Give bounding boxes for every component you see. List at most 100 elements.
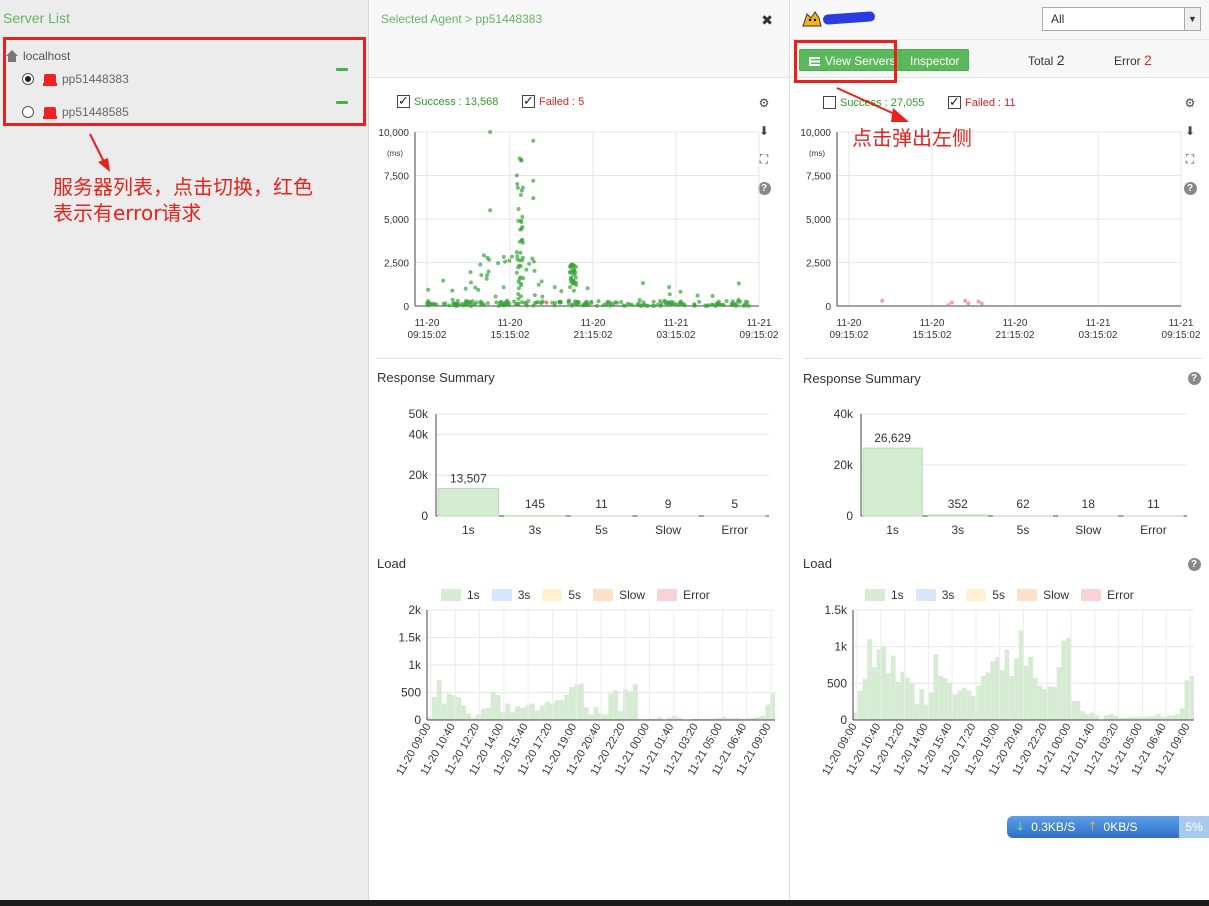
legend-item[interactable]: 5s — [966, 588, 1005, 602]
data-point — [434, 302, 439, 307]
data-point — [464, 303, 469, 308]
download-icon[interactable]: ⬇ — [758, 124, 770, 138]
upload-speed: 0KB/S — [1103, 820, 1138, 834]
close-icon[interactable]: ✖ — [761, 12, 773, 28]
legend-item[interactable]: Slow — [593, 588, 645, 602]
x-tick-label: 1s — [886, 523, 899, 537]
gear-icon[interactable]: ⚙ — [758, 96, 770, 110]
failed-filter[interactable]: Failed : 11 — [948, 94, 1016, 110]
load-bar — [900, 671, 906, 720]
help-icon[interactable]: ? — [1183, 180, 1197, 195]
error-stat: Error 2 — [1114, 52, 1152, 68]
load-bar — [711, 718, 717, 720]
legend-item[interactable]: Error — [1081, 588, 1134, 602]
y-tick-label: 2k — [408, 603, 422, 617]
legend-item[interactable]: Slow — [1017, 588, 1069, 602]
legend-item[interactable]: 1s — [865, 588, 904, 602]
divider — [803, 358, 1203, 359]
load-bar — [1137, 717, 1142, 720]
data-point — [630, 302, 635, 307]
failed-count: Failed : 5 — [539, 95, 585, 108]
data-point — [567, 270, 572, 275]
legend-item[interactable]: 3s — [491, 588, 530, 602]
data-point — [517, 277, 522, 282]
help-icon[interactable]: ? — [1187, 556, 1201, 571]
help-icon[interactable]: ? — [757, 180, 771, 195]
data-point — [639, 303, 644, 308]
legend-item[interactable]: 1s — [441, 588, 480, 602]
server-radio-2[interactable] — [22, 106, 34, 118]
legend-item[interactable]: 5s — [542, 588, 581, 602]
download-icon[interactable]: ⬇ — [1184, 124, 1196, 138]
data-point — [736, 281, 741, 286]
data-point — [426, 287, 431, 292]
legend-item[interactable]: 3s — [915, 588, 954, 602]
view-servers-button[interactable]: View Servers — [799, 49, 906, 71]
load-bar — [652, 718, 658, 720]
load-bar — [750, 717, 756, 720]
failed-count: Failed : 11 — [965, 96, 1016, 109]
load-bar — [876, 649, 882, 720]
success-checkbox[interactable] — [823, 96, 836, 109]
data-point — [574, 264, 579, 269]
cpu-percent: 5% — [1179, 816, 1209, 838]
y-tick-label: 0 — [846, 509, 853, 523]
data-point — [518, 281, 523, 286]
inspector-button[interactable]: Inspector — [900, 49, 970, 71]
data-point — [536, 282, 541, 287]
load-bar — [701, 718, 707, 720]
success-checkbox[interactable] — [397, 93, 410, 109]
legend-swatch — [542, 589, 563, 601]
y-tick-label: 0 — [421, 509, 428, 523]
load-title: Load — [377, 556, 406, 571]
data-point — [695, 293, 700, 298]
data-point — [485, 255, 490, 260]
load-bar — [1132, 717, 1138, 720]
data-point — [486, 269, 491, 274]
load-bar — [627, 691, 633, 720]
data-point — [738, 299, 743, 304]
load-bar — [1085, 714, 1090, 720]
failed-checkbox[interactable] — [948, 94, 961, 110]
load-bar — [613, 690, 619, 720]
data-point — [519, 300, 524, 305]
data-point — [484, 276, 489, 281]
x-tick-label: 11-21 — [1169, 318, 1194, 329]
load-legend: 1s 3s 5s Slow Error — [441, 588, 710, 602]
load-bar — [466, 713, 472, 720]
load-bar — [1118, 717, 1123, 720]
server-item-1[interactable]: pp51448383 — [22, 72, 129, 86]
legend-label: Error — [1107, 588, 1134, 602]
data-point — [589, 299, 594, 304]
y-tick-label: 40k — [834, 407, 854, 421]
agent-filter-select[interactable]: All ▼ — [1042, 7, 1201, 31]
load-bar — [559, 700, 565, 720]
y-tick-label: 0 — [825, 302, 831, 313]
load-bar — [716, 717, 722, 720]
legend-item[interactable]: Error — [657, 588, 710, 602]
server-radio-1[interactable] — [22, 73, 34, 85]
arrow-down-icon: 🡓 — [1017, 818, 1024, 833]
load-bar — [427, 716, 432, 720]
legend-label: 5s — [992, 588, 1006, 602]
failed-checkbox[interactable] — [522, 93, 535, 109]
help-icon[interactable]: ? — [1187, 370, 1201, 385]
load-bar — [456, 696, 462, 720]
tree-root-localhost[interactable]: localhost — [5, 49, 70, 63]
data-point — [503, 303, 508, 308]
load-bar — [505, 703, 511, 720]
y-axis-unit: (ms) — [387, 149, 403, 158]
failed-filter[interactable]: Failed : 5 — [522, 93, 585, 109]
gear-icon[interactable]: ⚙ — [1184, 96, 1196, 110]
bar — [862, 447, 923, 517]
load-bar — [745, 717, 751, 720]
fullscreen-icon[interactable]: ⛶ — [1185, 152, 1195, 166]
data-point — [463, 286, 468, 291]
success-filter[interactable]: Success : 13,568 — [397, 93, 498, 109]
data-point — [640, 281, 645, 286]
fullscreen-icon[interactable]: ⛶ — [759, 152, 769, 166]
data-point — [450, 297, 455, 302]
server-item-2[interactable]: pp51448585 — [22, 105, 129, 119]
load-bar — [971, 695, 977, 720]
